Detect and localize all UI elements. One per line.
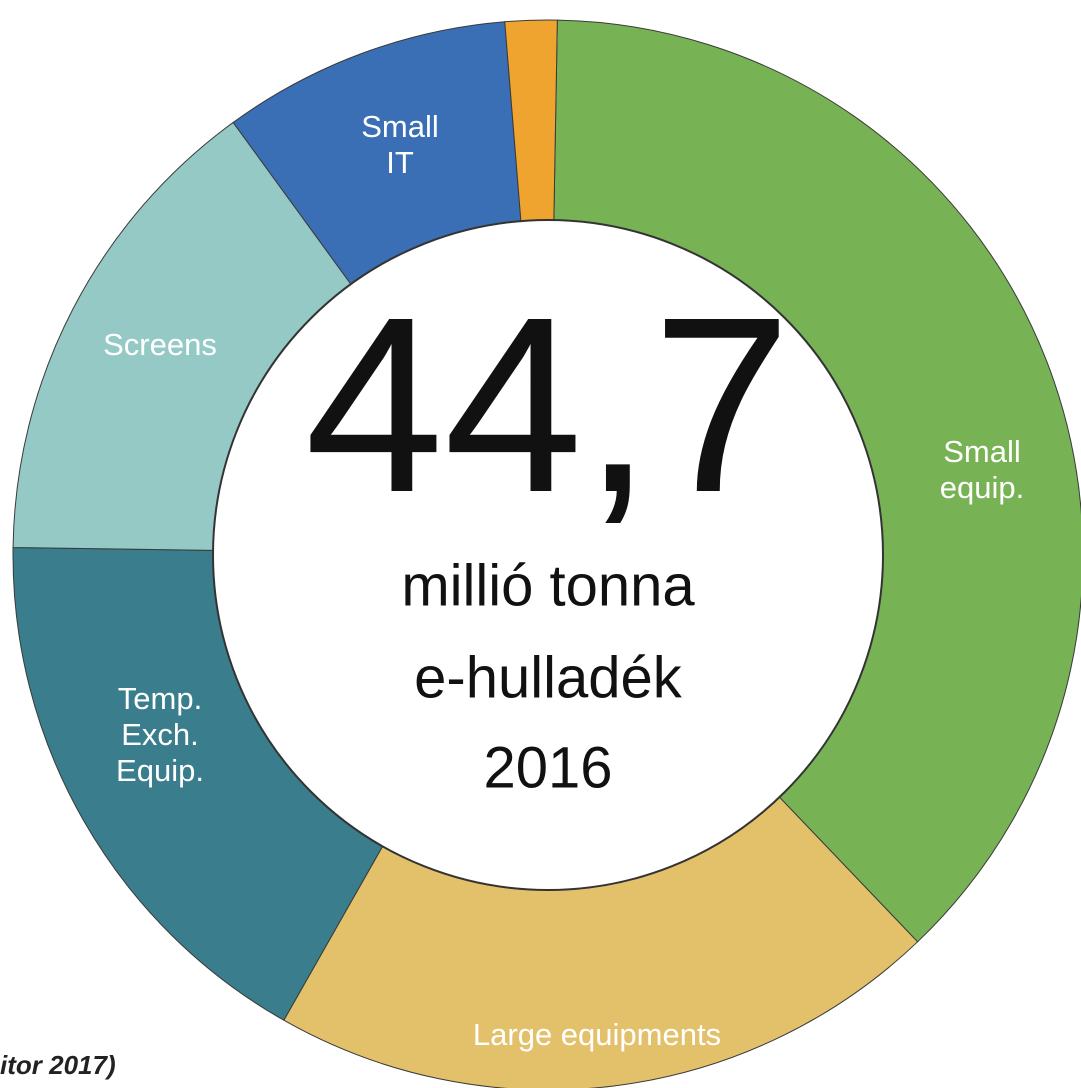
center-text: e-hulladék [414,645,683,710]
segment-label: Small equip. [939,434,1025,505]
segment-label: Screens [103,327,217,362]
segment-label: Temp. Exch. Equip. [116,681,204,788]
source-note: itor 2017) [0,1050,116,1080]
center-text: 2016 [483,735,612,800]
segment-label: Small IT [361,109,439,180]
center-text: millió tonna [401,553,695,618]
inner-circle [212,219,884,891]
center-text: 44,7 [305,265,792,544]
segment-label: Large equipments [472,1017,722,1052]
